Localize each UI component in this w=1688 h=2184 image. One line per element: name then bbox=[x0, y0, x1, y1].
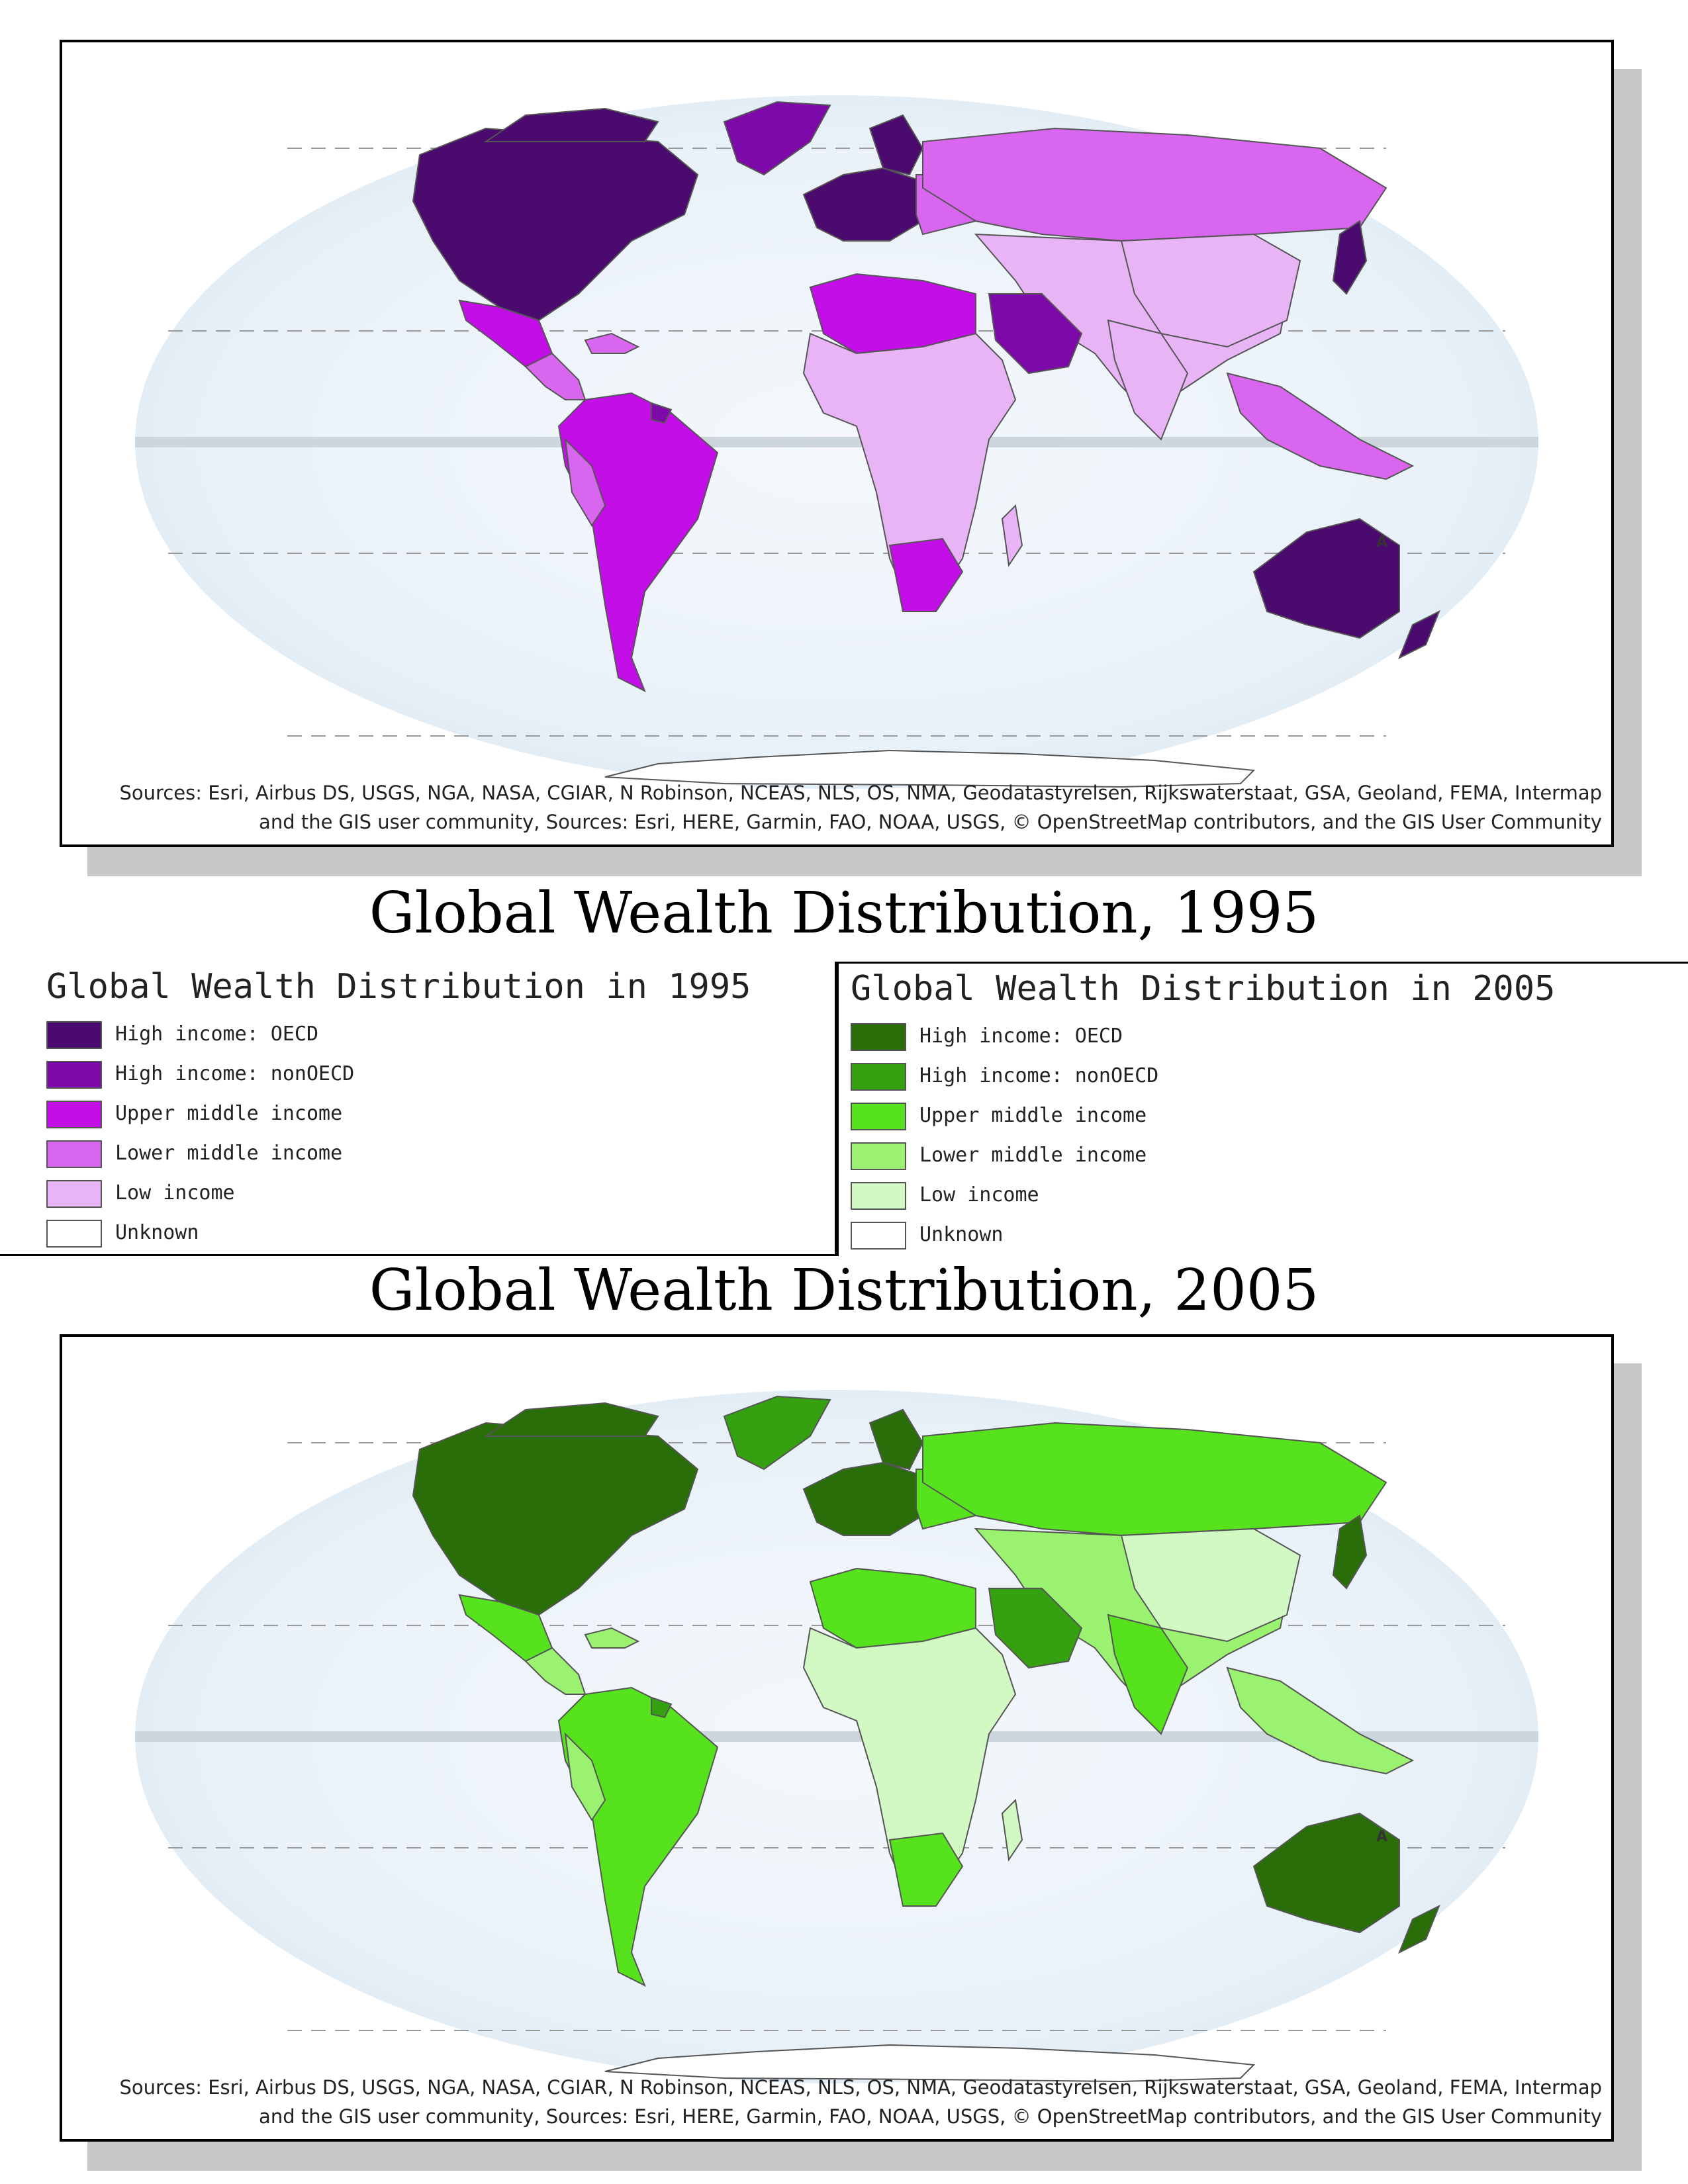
legend-label: Upper middle income bbox=[919, 1104, 1147, 1127]
legend-swatch bbox=[46, 1140, 102, 1168]
australia bbox=[1252, 518, 1400, 639]
scandinavia bbox=[868, 114, 924, 176]
legend-swatch bbox=[46, 1021, 102, 1049]
north-arrow-icon: A bbox=[1376, 1829, 1387, 1845]
caribbean bbox=[584, 332, 640, 354]
legend-label: Unknown bbox=[919, 1223, 1004, 1246]
antarctica bbox=[604, 749, 1256, 788]
map-2005[interactable]: A bbox=[62, 1337, 1611, 2139]
middle-east bbox=[988, 293, 1083, 375]
madagascar bbox=[1001, 504, 1023, 567]
madagascar bbox=[1001, 1798, 1023, 1862]
new-zealand bbox=[1398, 610, 1440, 660]
map-1995-sources: Sources: Esri, Airbus DS, USGS, NGA, NAS… bbox=[119, 782, 1603, 833]
legend-label: Low income bbox=[115, 1181, 235, 1205]
africa bbox=[802, 1627, 1017, 1901]
legend-label: Lower middle income bbox=[919, 1144, 1147, 1167]
southern-africa bbox=[888, 1832, 964, 1907]
caribbean bbox=[584, 1627, 640, 1649]
map-2005-title: Global Wealth Distribution, 2005 bbox=[369, 1257, 1319, 1324]
greenland bbox=[723, 1395, 831, 1471]
countries-2005 bbox=[412, 1395, 1440, 2083]
india bbox=[1107, 1614, 1189, 1735]
andes bbox=[564, 1732, 606, 1821]
andes bbox=[564, 437, 606, 527]
map-1995-title: Global Wealth Distribution, 1995 bbox=[369, 880, 1319, 946]
canada-north bbox=[483, 1402, 659, 1437]
legend-label: Lower middle income bbox=[115, 1142, 343, 1165]
australia bbox=[1252, 1812, 1400, 1934]
japan bbox=[1332, 1514, 1368, 1590]
russia bbox=[922, 1422, 1387, 1537]
japan bbox=[1332, 220, 1368, 295]
legend-swatch bbox=[851, 1063, 906, 1091]
russia bbox=[922, 127, 1387, 242]
legend-swatch bbox=[851, 1023, 906, 1051]
legend-label: High income: nonOECD bbox=[919, 1064, 1159, 1087]
legend-label: Upper middle income bbox=[115, 1102, 343, 1125]
southern-africa bbox=[888, 537, 964, 612]
southeast-asia bbox=[1226, 1666, 1415, 1775]
legend-swatch bbox=[46, 1220, 102, 1248]
china bbox=[1120, 233, 1301, 348]
guyana bbox=[651, 1696, 673, 1719]
map-1995[interactable]: A bbox=[62, 42, 1611, 844]
legend-label: High income: OECD bbox=[919, 1024, 1123, 1048]
legend-swatch bbox=[851, 1103, 906, 1130]
legend-label: High income: nonOECD bbox=[115, 1062, 355, 1085]
legend-swatch bbox=[46, 1101, 102, 1128]
legend-label: High income: OECD bbox=[115, 1023, 319, 1046]
greenland bbox=[723, 101, 831, 176]
canada-north bbox=[483, 107, 659, 142]
north-arrow-icon: A bbox=[1376, 534, 1387, 551]
antarctica bbox=[604, 2044, 1256, 2083]
legend-swatch bbox=[46, 1061, 102, 1089]
middle-east bbox=[988, 1588, 1083, 1669]
legend-1995: Global Wealth Distribution in 1995 High … bbox=[0, 962, 837, 1256]
scandinavia bbox=[868, 1408, 924, 1471]
legend-1995-title: Global Wealth Distribution in 1995 bbox=[46, 967, 751, 1007]
southeast-asia bbox=[1226, 372, 1415, 480]
legend-swatch bbox=[851, 1142, 906, 1170]
china bbox=[1120, 1527, 1301, 1643]
legend-2005: Global Wealth Distribution in 2005 High … bbox=[837, 962, 1688, 1256]
legend-swatch bbox=[46, 1180, 102, 1208]
legend-label: Low income bbox=[919, 1183, 1039, 1206]
legend-swatch bbox=[851, 1182, 906, 1210]
new-zealand bbox=[1398, 1904, 1440, 1954]
map-1995-frame: A Sources: Esri, Airbus DS, USGS, NGA, N… bbox=[60, 40, 1614, 847]
map-2005-sources: Sources: Esri, Airbus DS, USGS, NGA, NAS… bbox=[119, 2076, 1603, 2128]
guyana bbox=[651, 402, 673, 424]
legend-label: Unknown bbox=[115, 1221, 199, 1244]
india bbox=[1107, 319, 1189, 441]
legend-swatch bbox=[851, 1222, 906, 1250]
map-2005-frame: A Sources: Esri, Airbus DS, USGS, NGA, N… bbox=[60, 1334, 1614, 2142]
africa bbox=[802, 332, 1017, 606]
legend-2005-title: Global Wealth Distribution in 2005 bbox=[851, 969, 1556, 1009]
countries-1995 bbox=[412, 101, 1440, 788]
